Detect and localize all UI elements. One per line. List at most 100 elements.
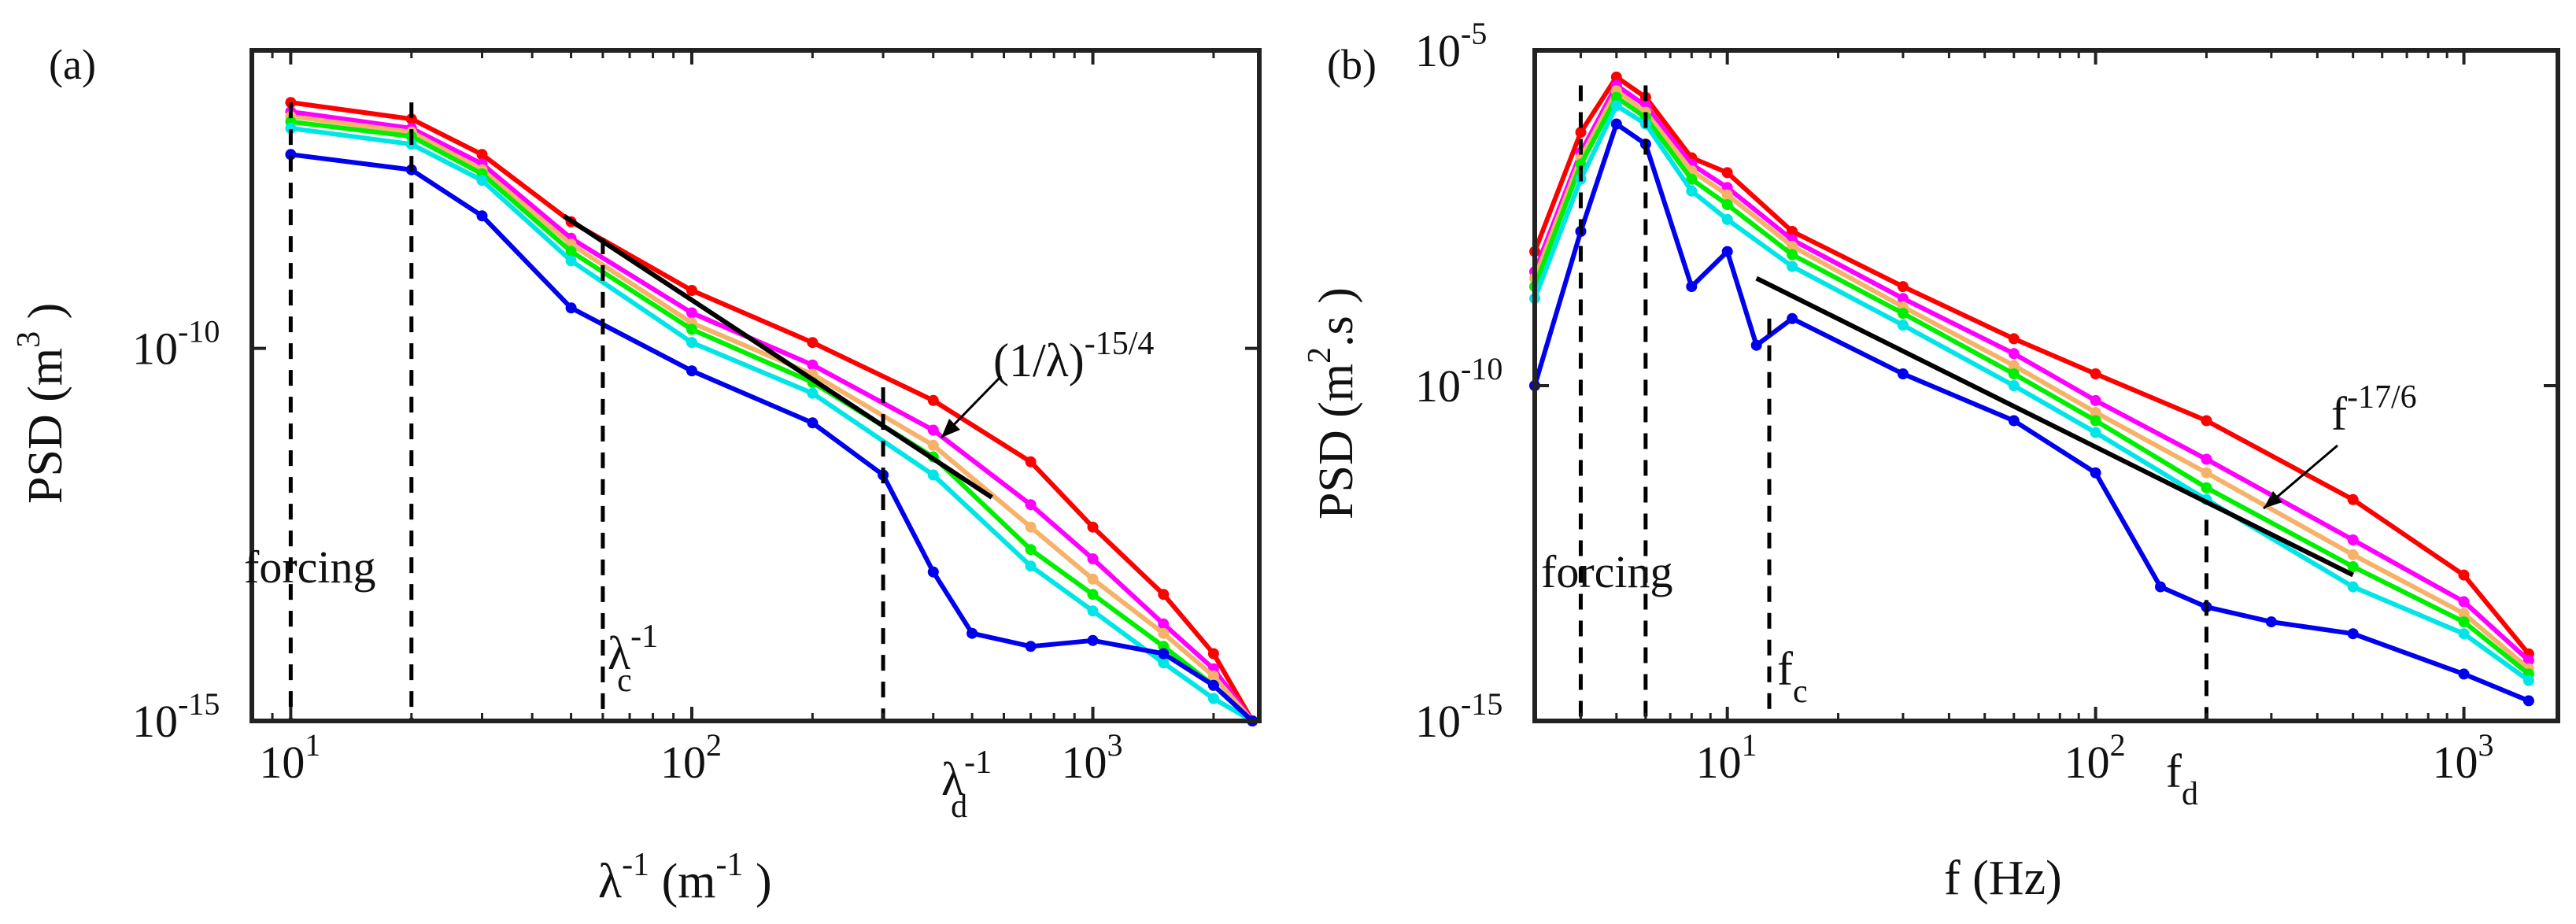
- panel-a-forcing-label: forcing: [244, 541, 376, 593]
- panel-a-lambda-c-label: λ-1 c: [608, 619, 658, 699]
- series-cyan-point: [2522, 675, 2534, 686]
- series-green-line: [290, 119, 1255, 723]
- series-green-point: [1721, 199, 1733, 210]
- series-cyan-point: [285, 123, 297, 134]
- series-red-point: [927, 394, 939, 406]
- series-blue-point: [1787, 312, 1798, 324]
- series-magenta-point: [807, 359, 819, 371]
- series-blue-point: [2347, 628, 2359, 640]
- series-green-point: [1610, 91, 1622, 103]
- panel-b-fd-label: fd: [2166, 745, 2198, 812]
- series-orange-point: [927, 439, 939, 451]
- series-green-point: [2201, 482, 2212, 493]
- series-green-point: [2458, 616, 2470, 628]
- panel-a-axes-box: [249, 48, 1262, 723]
- series-orange-point: [2090, 406, 2101, 418]
- series-cyan-point: [565, 255, 577, 267]
- series-red-point: [1721, 167, 1733, 179]
- series-orange-point: [1207, 671, 1219, 682]
- series-red-point: [405, 113, 417, 125]
- panel-b-label: (b): [1327, 41, 1377, 88]
- series-red-point: [1025, 456, 1037, 468]
- series-red-point: [1087, 521, 1099, 533]
- series-green-point: [1025, 544, 1037, 556]
- series-magenta-point: [927, 424, 939, 436]
- y-tick-label: 10-10: [1415, 351, 1502, 412]
- series-blue-point: [1025, 641, 1037, 652]
- panel-b-ylabel: PSD (m2.s ): [1302, 287, 1363, 519]
- series-green-point: [1897, 308, 1909, 320]
- series-cyan-point: [1087, 605, 1099, 617]
- series-orange-point: [2008, 360, 2020, 371]
- x-tick-label: 101: [259, 727, 320, 788]
- series-red-point: [2347, 493, 2359, 505]
- panel-b-fit-line: [1755, 275, 2355, 578]
- series-cyan-point: [476, 175, 488, 187]
- series-green-point: [1787, 249, 1798, 261]
- panel-a-series: [285, 97, 1258, 726]
- y-tick-label: 10-5: [1415, 16, 1487, 76]
- series-blue-point: [927, 566, 939, 578]
- series-magenta-point: [1025, 499, 1037, 511]
- series-blue-point: [807, 417, 819, 429]
- series-magenta-point: [2090, 394, 2101, 406]
- series-orange-point: [1025, 521, 1037, 533]
- series-magenta-point: [686, 307, 697, 319]
- x-tick-label: 102: [660, 727, 722, 788]
- series-green-point: [2008, 368, 2020, 379]
- series-cyan-point: [1158, 657, 1170, 669]
- series-blue-point: [2522, 695, 2534, 707]
- series-red-point: [2008, 333, 2020, 345]
- y-tick-label: 10-10: [132, 314, 220, 375]
- series-orange-point: [2458, 608, 2470, 619]
- panel-a-lambda-d-label: λ-1 d: [941, 745, 992, 825]
- series-green-point: [1575, 158, 1587, 170]
- series-red-point: [2458, 569, 2470, 581]
- series-orange-point: [1087, 573, 1099, 585]
- series-red-point: [686, 285, 697, 296]
- series-red-point: [476, 149, 488, 161]
- panel-a-slope-arrowhead: [941, 419, 960, 438]
- panel-b-series: [1529, 71, 2534, 707]
- panel-a-reference-lines: [288, 102, 885, 721]
- series-cyan-point: [1686, 185, 1698, 197]
- panel-b-reference-lines: [1578, 85, 2208, 721]
- panel-a-fit-line: [562, 213, 993, 500]
- panel-b-ticks: 101 102 103 10-15 10-10 10-5: [1415, 16, 2558, 788]
- series-blue-point: [1897, 368, 1909, 379]
- series-orange-line: [1532, 88, 2530, 671]
- panel-b-slope-label: f-17/6: [2331, 379, 2417, 440]
- series-blue-point: [2155, 581, 2166, 593]
- series-green-line: [1532, 94, 2530, 676]
- series-red-point: [1158, 589, 1170, 601]
- panel-a-ticks: 101 102 103 10-15 10-10: [132, 50, 1259, 788]
- series-cyan-line: [1532, 103, 2530, 683]
- series-magenta-point: [2522, 655, 2534, 667]
- panel-a: (a) 101 102 103 10-15 10-10 forcing λ-1 c λ-1…: [11, 41, 1262, 908]
- series-red-line: [290, 100, 1255, 723]
- series-red-point: [1897, 281, 1909, 293]
- series-orange-point: [1721, 189, 1733, 201]
- series-cyan-point: [1610, 100, 1622, 112]
- series-red-point: [1610, 71, 1622, 83]
- series-blue-point: [565, 302, 577, 314]
- series-magenta-point: [2008, 348, 2020, 360]
- x-tick-label: 103: [1062, 727, 1123, 788]
- series-orange-point: [1787, 240, 1798, 252]
- x-tick-label: 102: [2064, 727, 2126, 788]
- series-red-point: [1787, 226, 1798, 237]
- series-blue-point: [285, 149, 297, 161]
- series-red-point: [807, 337, 819, 349]
- series-orange-point: [2347, 549, 2359, 560]
- series-blue-point: [2265, 616, 2277, 628]
- series-blue-point: [1686, 281, 1698, 293]
- series-orange-point: [2201, 467, 2212, 479]
- series-magenta-point: [1158, 618, 1170, 630]
- series-green-point: [2347, 561, 2359, 572]
- series-blue-line: [290, 152, 1255, 723]
- series-blue-point: [1721, 246, 1733, 257]
- panel-b-fc-label: fc: [1777, 643, 1808, 710]
- series-cyan-point: [927, 469, 939, 481]
- series-blue-point: [2090, 467, 2101, 479]
- panel-a-slope-label: (1/λ)-15/4: [993, 326, 1154, 386]
